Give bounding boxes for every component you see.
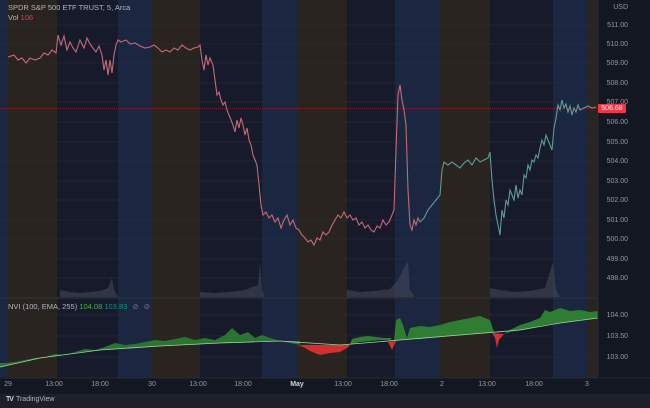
nvi-title: NVI (100, EMA, 255) xyxy=(8,302,78,311)
price-tick: 504.00 xyxy=(606,158,628,165)
eye-off-icon[interactable]: ⊘ xyxy=(132,302,139,311)
price-tick: 507.00 xyxy=(606,99,628,106)
nvi-tick: 103.50 xyxy=(606,333,628,340)
time-axis[interactable] xyxy=(0,378,650,394)
price-tick: 500.00 xyxy=(606,236,628,243)
nvi-tick: 104.00 xyxy=(606,312,628,319)
time-tick: 13:00 xyxy=(478,381,496,388)
price-tick: 501.00 xyxy=(606,217,628,224)
price-tick: 498.00 xyxy=(606,275,628,282)
symbol-title: SPDR S&P 500 ETF TRUST, 5, Arca xyxy=(8,3,131,12)
currency-label: USD xyxy=(613,4,628,11)
nvi-indicator xyxy=(0,308,599,368)
volume-label: Vol xyxy=(8,13,19,22)
time-tick: 18:00 xyxy=(380,381,398,388)
price-series xyxy=(7,33,597,247)
footer-bar xyxy=(0,394,650,408)
price-tick: 509.00 xyxy=(606,60,628,67)
time-tick: 18:00 xyxy=(525,381,543,388)
tradingview-logo-icon: TV xyxy=(6,396,14,403)
time-tick: 18:00 xyxy=(91,381,109,388)
grid-lines xyxy=(0,24,598,358)
brand-name: TradingView xyxy=(15,396,55,403)
tradingview-branding[interactable]: TV TradingView xyxy=(6,396,54,403)
symbol-legend[interactable]: SPDR S&P 500 ETF TRUST, 5, Arca xyxy=(8,3,130,12)
volume-bars xyxy=(60,262,560,297)
time-tick: 29 xyxy=(4,381,12,388)
time-tick: 3 xyxy=(585,381,589,388)
price-tick: 506.00 xyxy=(606,119,628,126)
price-tick: 502.00 xyxy=(606,197,628,204)
price-tick: 511.00 xyxy=(607,22,628,29)
nvi-legend[interactable]: NVI (100, EMA, 255) 104.08 103.83 ⊘ ⊘ xyxy=(8,302,150,311)
time-tick: 30 xyxy=(148,381,156,388)
time-tick: 13:00 xyxy=(334,381,352,388)
price-axis[interactable] xyxy=(598,0,650,378)
time-tick: 13:00 xyxy=(189,381,207,388)
time-tick: 18:00 xyxy=(234,381,252,388)
price-tick: 510.00 xyxy=(606,41,628,48)
price-tick: 505.00 xyxy=(606,139,628,146)
nvi-value: 104.08 xyxy=(79,302,103,311)
last-price-badge: 506.68 xyxy=(598,104,626,113)
price-tick: 503.00 xyxy=(606,178,628,185)
nvi-tick: 103.00 xyxy=(606,354,628,361)
nvi-ema-value: 103.83 xyxy=(104,302,128,311)
volume-legend[interactable]: Vol 106 xyxy=(8,13,33,22)
session-bands xyxy=(0,0,598,378)
time-tick: 13:00 xyxy=(45,381,63,388)
time-tick: 2 xyxy=(440,381,444,388)
price-tick: 499.00 xyxy=(606,256,628,263)
settings-icon[interactable]: ⊘ xyxy=(143,302,151,311)
volume-value: 106 xyxy=(20,13,34,22)
price-tick: 508.00 xyxy=(606,80,628,87)
time-tick: May xyxy=(290,381,304,388)
